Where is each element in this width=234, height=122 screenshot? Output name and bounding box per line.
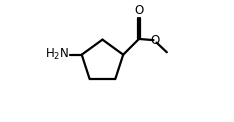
Text: H$_2$N: H$_2$N <box>45 47 69 62</box>
Text: O: O <box>150 34 159 47</box>
Text: O: O <box>134 4 144 16</box>
